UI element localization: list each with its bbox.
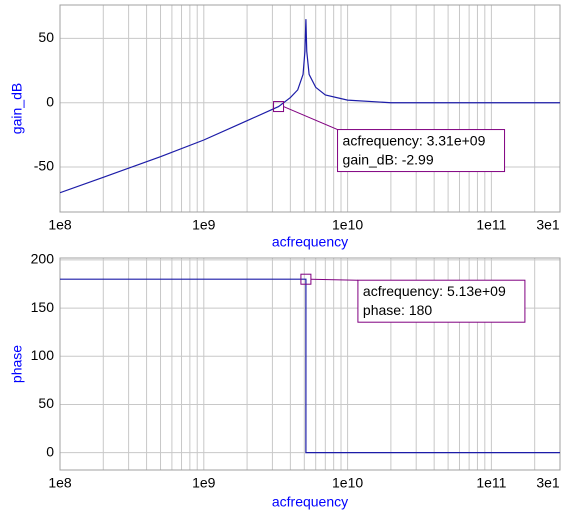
annotation-text: phase: 180	[363, 302, 432, 318]
x-tick-label: 3e1	[536, 217, 560, 233]
x-tick-label: 1e9	[192, 475, 216, 491]
annotation-marker	[273, 101, 285, 113]
annotation-box	[357, 279, 526, 323]
plot-border	[59, 4, 561, 213]
data-line	[60, 278, 560, 454]
x-tick-label: 1e10	[332, 217, 363, 233]
annotation-text: acfrequency: 5.13e+09	[363, 283, 506, 299]
annotation-marker	[300, 273, 312, 285]
y-tick-label: -50	[34, 158, 54, 174]
x-axis-label: acfrequency	[272, 494, 348, 510]
x-tick-label: 1e11	[476, 475, 506, 491]
annotation-leader	[283, 106, 338, 131]
annotation-text: acfrequency: 3.31e+09	[343, 132, 486, 148]
annotation-box	[337, 129, 506, 173]
y-tick-label: 150	[31, 299, 55, 315]
annotation-text: gain_dB: -2.99	[343, 151, 434, 167]
x-tick-label: 1e9	[192, 217, 216, 233]
y-tick-label: 200	[31, 251, 55, 267]
y-axis-label: gain_dB	[9, 83, 25, 134]
y-tick-label: 0	[46, 93, 54, 109]
plot-area	[60, 5, 560, 212]
y-tick-label: 0	[46, 443, 54, 459]
plot-border	[59, 257, 561, 471]
x-axis-label: acfrequency	[272, 234, 348, 250]
annotation-leader	[310, 278, 358, 281]
x-tick-label: 1e11	[476, 217, 506, 233]
data-line	[60, 19, 560, 194]
y-axis-label: phase	[9, 345, 25, 383]
x-tick-label: 1e8	[48, 217, 72, 233]
x-tick-label: 1e8	[48, 475, 72, 491]
x-tick-label: 1e10	[332, 475, 363, 491]
y-tick-label: 50	[38, 29, 54, 45]
y-tick-label: 100	[31, 347, 55, 363]
y-tick-label: 50	[38, 395, 54, 411]
x-tick-label: 3e1	[536, 475, 560, 491]
